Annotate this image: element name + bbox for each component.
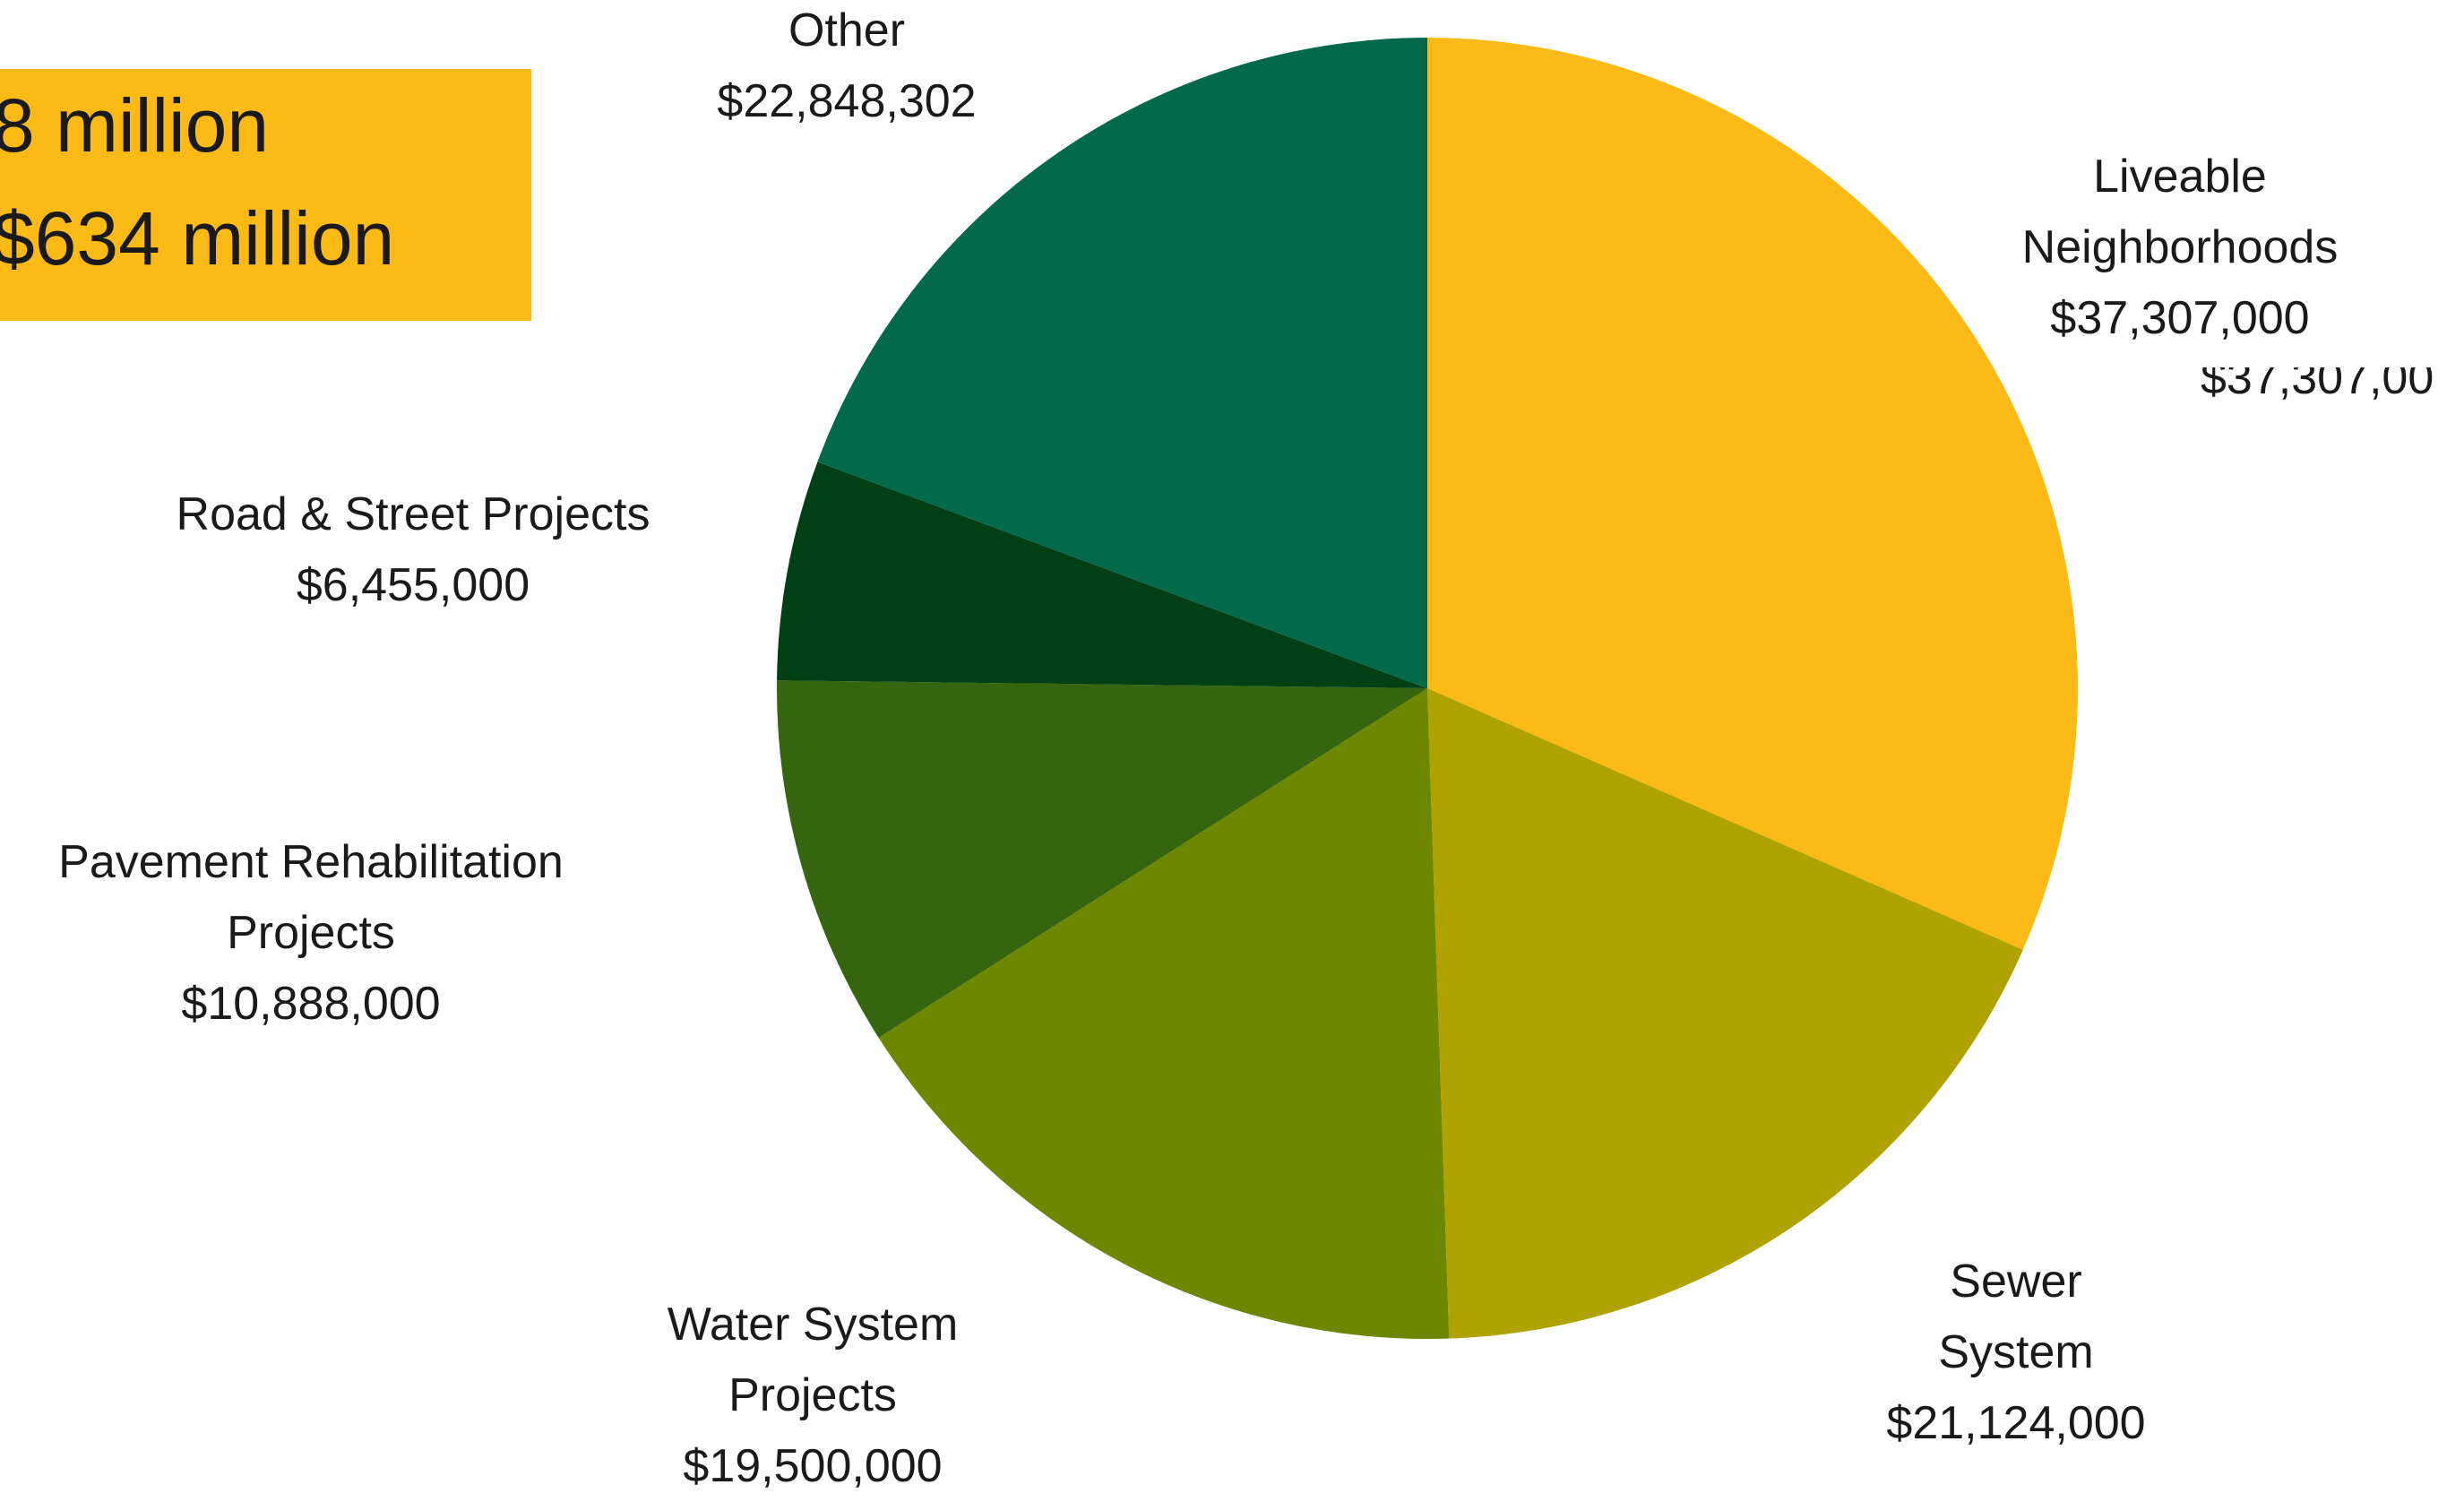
value-label: $22,848,302 bbox=[717, 75, 977, 127]
cropped-label-box: $37,307,00 bbox=[2201, 367, 2464, 409]
slice-label: Sewer System $21,124,000 bbox=[1886, 1247, 2145, 1459]
pie-slice bbox=[878, 688, 1450, 1339]
pie-slice bbox=[1427, 38, 2078, 950]
category-label: Sewer System bbox=[1938, 1256, 2094, 1378]
slice-label: Other $22,848,302 bbox=[712, 0, 981, 137]
value-label: $37,307,000 bbox=[2050, 292, 2310, 344]
slice-label: Liveable Neighborhoods $37,307,000 bbox=[1992, 142, 2368, 354]
slice-label: Water System Projects $19,500,000 bbox=[642, 1290, 983, 1502]
value-label: $10,888,000 bbox=[181, 978, 441, 1030]
summary-line: 8 million bbox=[0, 83, 270, 168]
category-label: Pavement Rehabilitation Projects bbox=[58, 836, 564, 959]
value-label: $21,124,000 bbox=[1886, 1397, 2146, 1449]
pie-slice bbox=[817, 38, 1427, 688]
summary-box: 8 million $634 million bbox=[0, 69, 531, 321]
category-label: Water System Projects bbox=[667, 1299, 959, 1421]
pie-slice bbox=[1427, 688, 2023, 1339]
value-label: $19,500,000 bbox=[683, 1440, 943, 1492]
pie-slice bbox=[777, 462, 1427, 688]
cropped-label: $37,307,00 bbox=[2201, 367, 2434, 404]
slice-label: Road & Street Projects $6,455,000 bbox=[177, 479, 650, 621]
value-label: $6,455,000 bbox=[296, 559, 530, 611]
pie-slice bbox=[776, 680, 1427, 1038]
category-label: Liveable Neighborhoods bbox=[2021, 151, 2339, 273]
slice-label: Pavement Rehabilitation Projects $10,888,… bbox=[6, 827, 616, 1040]
category-label: Other bbox=[788, 4, 906, 56]
category-label: Road & Street Projects bbox=[176, 488, 650, 540]
summary-line: $634 million bbox=[0, 196, 395, 281]
